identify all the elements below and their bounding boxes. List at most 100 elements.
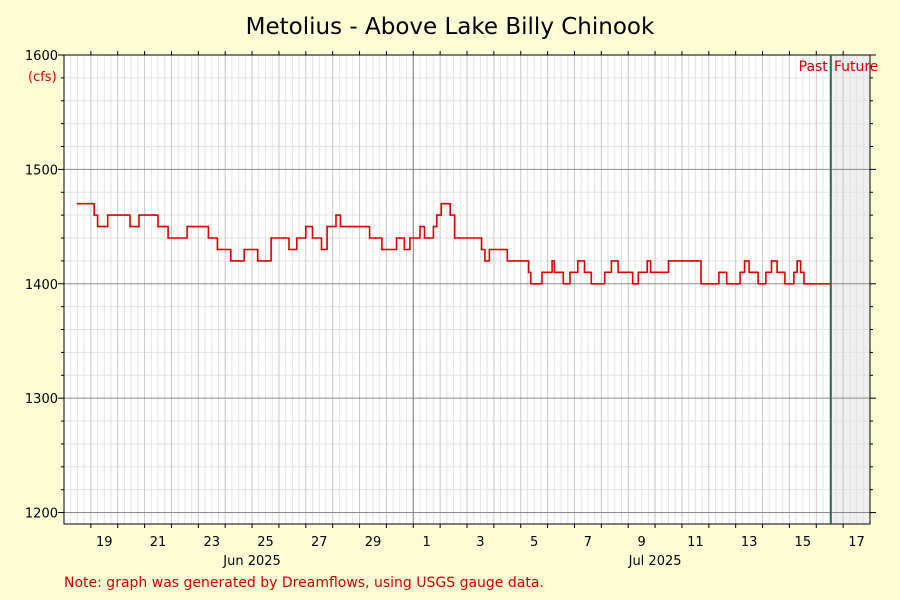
flow-data-point [480, 248, 483, 251]
y-tick-label: 1600 [25, 49, 58, 64]
flow-data-point [339, 225, 342, 228]
flow-data-point [649, 271, 652, 274]
flow-data-point [631, 282, 634, 285]
flow-data-point [163, 225, 166, 228]
x-tick-label: 21 [150, 535, 167, 550]
flow-data-point [423, 237, 426, 239]
x-tick-label: 15 [795, 535, 812, 550]
x-tick-label: 19 [96, 535, 113, 550]
flow-data-point [440, 202, 443, 205]
flow-data-point [610, 260, 613, 262]
x-tick-label: 7 [584, 535, 592, 550]
flow-data-point [757, 282, 759, 285]
flow-data-point [270, 237, 272, 239]
flow-data-point [96, 225, 99, 228]
flow-data-point [764, 271, 767, 274]
flow-data-point [667, 260, 670, 262]
flow-data-point [617, 271, 620, 274]
chart-title: Metolius - Above Lake Billy Chinook [246, 14, 655, 40]
flow-data-point [229, 260, 232, 262]
flow-data-point [395, 237, 398, 239]
flow-data-point [555, 271, 558, 274]
month-label: Jun 2025 [222, 554, 281, 569]
flow-data-point [700, 282, 702, 285]
flow-data-point [428, 237, 430, 239]
flow-data-point [320, 248, 323, 251]
flow-data-point [799, 271, 802, 274]
flow-data-point [458, 237, 461, 239]
flow-data-point [484, 260, 486, 262]
flow-data-point [453, 237, 456, 239]
flow-data-point [335, 214, 337, 217]
flow-data-point [743, 260, 746, 262]
y-axis-unit-label: (cfs) [28, 70, 57, 85]
future-label: Future [834, 59, 879, 75]
flow-data-point [569, 271, 571, 274]
x-tick-label: 17 [848, 535, 865, 550]
flow-data-point [803, 282, 805, 285]
flow-data-point [103, 225, 106, 228]
flow-data-point [603, 271, 606, 274]
flow-data-point [368, 237, 371, 239]
flow-data-point [409, 237, 411, 239]
flow-data-point [374, 237, 377, 239]
flow-data-point [311, 237, 314, 239]
x-tick-label: 23 [203, 535, 220, 550]
flow-data-point [138, 214, 140, 217]
flow-data-point [488, 248, 491, 251]
month-label: Jul 2025 [628, 554, 682, 569]
flow-data-point [435, 214, 438, 217]
flow-data-point [501, 248, 504, 251]
flow-data-point [76, 202, 79, 205]
y-tick-label: 1400 [25, 278, 58, 293]
flow-data-point [541, 271, 543, 274]
flow-data-point [153, 214, 156, 217]
x-tick-label: 11 [687, 535, 704, 550]
flow-data-point [295, 237, 298, 239]
flow-data-point [784, 282, 786, 285]
flow-data-point [304, 225, 307, 228]
flow-data-point [713, 282, 716, 285]
flow-data-point [527, 271, 530, 274]
flow-data-point [157, 225, 159, 228]
flow-data-point [125, 214, 128, 217]
flow-data-point [282, 237, 285, 239]
flow-data-point [381, 248, 383, 251]
x-tick-label: 5 [530, 535, 538, 550]
flow-data-point [449, 214, 452, 217]
flow-data-point [776, 271, 778, 274]
flow-data-point [256, 260, 259, 262]
flow-data-point [186, 225, 189, 228]
flow-data-point [725, 282, 728, 285]
flow-data-point [748, 271, 750, 274]
flow-data-point [288, 248, 290, 251]
x-tick-label: 13 [741, 535, 758, 550]
flow-data-point [583, 271, 586, 274]
flow-data-point [403, 248, 406, 251]
past-label: Past [799, 59, 829, 75]
x-tick-label: 25 [257, 535, 274, 550]
x-tick-label: 9 [637, 535, 645, 550]
flow-data-point [534, 282, 537, 285]
flow-data-point [590, 282, 593, 285]
flow-data-point [207, 237, 210, 239]
flow-data-point [419, 225, 421, 228]
flow-data-point [237, 260, 240, 262]
flow-data-point [443, 202, 446, 205]
x-tick-label: 27 [311, 535, 328, 550]
x-tick-label: 3 [476, 535, 484, 550]
flow-data-point [210, 237, 213, 239]
flow-data-point [129, 225, 131, 228]
flow-data-point [562, 282, 565, 285]
y-tick-label: 1200 [25, 507, 58, 522]
footer-note: Note: graph was generated by Dreamflows,… [64, 575, 544, 591]
flow-data-point [796, 260, 799, 262]
flow-data-point [506, 260, 509, 262]
flow-data-point [134, 225, 137, 228]
flow-data-point [551, 260, 553, 262]
flow-data-point [696, 260, 699, 262]
flow-data-point [646, 260, 649, 262]
flow-data-point [553, 271, 556, 274]
